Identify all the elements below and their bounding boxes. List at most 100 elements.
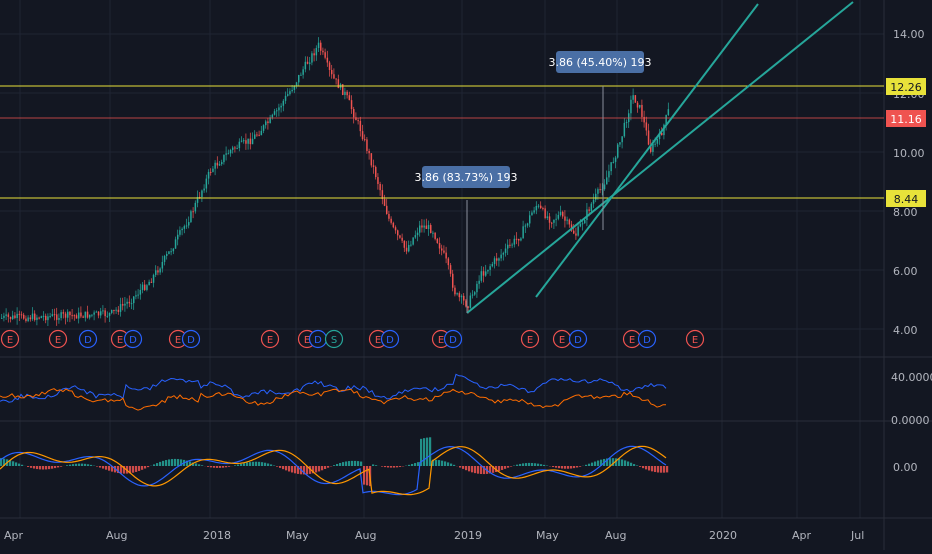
candle-body bbox=[278, 107, 280, 110]
histogram-bar bbox=[15, 462, 17, 466]
candle-body bbox=[390, 219, 392, 223]
event-marker-d[interactable]: D bbox=[125, 331, 142, 348]
candle-body bbox=[228, 153, 230, 154]
level-tag-11-16[interactable]: 11.16 bbox=[886, 110, 926, 127]
candle-body bbox=[474, 292, 476, 294]
histogram-bar bbox=[645, 466, 647, 469]
histogram-bar bbox=[534, 463, 536, 466]
event-marker-e[interactable]: E bbox=[50, 331, 67, 348]
event-marker-d[interactable]: D bbox=[80, 331, 97, 348]
level-tag-8-44[interactable]: 8.44 bbox=[886, 190, 926, 207]
candle-body bbox=[173, 249, 175, 252]
candle-body bbox=[324, 52, 326, 57]
histogram-bar bbox=[288, 466, 290, 471]
time-tick: May bbox=[286, 529, 309, 542]
histogram-bar bbox=[240, 464, 242, 466]
candle-body bbox=[494, 258, 496, 264]
candle-body bbox=[443, 251, 445, 253]
event-marker-d[interactable]: D bbox=[310, 331, 327, 348]
event-marker-d[interactable]: D bbox=[183, 331, 200, 348]
time-tick: Jul bbox=[850, 529, 864, 542]
candle-body bbox=[184, 226, 186, 229]
event-marker-e[interactable]: E bbox=[687, 331, 704, 348]
candle-body bbox=[113, 310, 115, 311]
candle-body bbox=[606, 177, 608, 184]
histogram-bar bbox=[435, 460, 437, 466]
candle-body bbox=[401, 238, 403, 241]
candle-body bbox=[120, 304, 122, 312]
candle-body bbox=[639, 105, 641, 108]
event-marker-text: D bbox=[84, 335, 92, 346]
histogram-bar bbox=[18, 464, 20, 466]
candle-body bbox=[553, 220, 555, 223]
indicator1-tick: 0.0000 bbox=[891, 414, 930, 427]
candle-body bbox=[388, 214, 390, 219]
candle-body bbox=[239, 142, 241, 148]
time-tick: 2018 bbox=[203, 529, 231, 542]
candle-body bbox=[573, 231, 575, 234]
candle-body bbox=[30, 317, 32, 319]
candle-body bbox=[593, 200, 595, 204]
event-marker-s[interactable]: S bbox=[326, 331, 343, 348]
histogram-bar bbox=[315, 466, 317, 472]
candle-body bbox=[529, 215, 531, 223]
histogram-bar bbox=[642, 466, 644, 468]
candle-body bbox=[63, 312, 65, 313]
candle-body bbox=[450, 265, 452, 274]
candle-body bbox=[533, 210, 535, 212]
time-tick: 2020 bbox=[709, 529, 737, 542]
histogram-bar bbox=[594, 462, 596, 466]
candle-body bbox=[245, 140, 247, 144]
candle-body bbox=[454, 288, 456, 295]
event-marker-text: D bbox=[386, 335, 394, 346]
candle-body bbox=[516, 239, 518, 240]
event-marker-e[interactable]: E bbox=[522, 331, 539, 348]
price-tick: 14.00 bbox=[893, 28, 925, 41]
event-marker-d[interactable]: D bbox=[570, 331, 587, 348]
histogram-bar bbox=[276, 466, 278, 467]
event-marker-d[interactable]: D bbox=[445, 331, 462, 348]
candle-body bbox=[285, 96, 287, 101]
event-marker-text: D bbox=[129, 335, 137, 346]
level-tag-12-26[interactable]: 12.26 bbox=[886, 78, 926, 95]
measurement-label-2[interactable]: 3.86 (45.40%) 193 bbox=[548, 51, 651, 73]
histogram-bar bbox=[459, 466, 461, 468]
event-marker-e[interactable]: E bbox=[262, 331, 279, 348]
candle-body bbox=[181, 229, 183, 230]
candle-body bbox=[56, 314, 58, 320]
candle-body bbox=[441, 248, 443, 250]
candle-body bbox=[47, 316, 49, 320]
histogram-bar bbox=[318, 466, 320, 471]
level-tag-text: 11.16 bbox=[890, 113, 922, 126]
histogram-bar bbox=[552, 466, 554, 467]
event-marker-d[interactable]: D bbox=[639, 331, 656, 348]
histogram-bar bbox=[219, 466, 221, 468]
histogram-bar bbox=[384, 466, 386, 467]
histogram-bar bbox=[66, 465, 68, 466]
candle-body bbox=[263, 125, 265, 131]
histogram-bar bbox=[474, 466, 476, 473]
candle-body bbox=[223, 155, 225, 162]
candle-body bbox=[371, 153, 373, 165]
histogram-bar bbox=[525, 463, 527, 466]
candle-body bbox=[34, 314, 36, 320]
candle-body bbox=[115, 310, 117, 311]
event-marker-e[interactable]: E bbox=[554, 331, 571, 348]
measurement-label-1[interactable]: 3.86 (83.73%) 193 bbox=[414, 166, 517, 188]
histogram-bar bbox=[138, 466, 140, 471]
candle-body bbox=[467, 306, 469, 307]
candle-body bbox=[250, 139, 252, 145]
candle-body bbox=[632, 95, 634, 100]
candle-body bbox=[258, 135, 260, 136]
event-marker-d[interactable]: D bbox=[382, 331, 399, 348]
histogram-bar bbox=[657, 466, 659, 472]
candle-body bbox=[432, 233, 434, 234]
candle-body bbox=[619, 142, 621, 144]
candle-body bbox=[3, 316, 4, 318]
candle-body bbox=[225, 153, 227, 154]
histogram-bar bbox=[102, 466, 104, 469]
candle-body bbox=[511, 245, 513, 246]
event-marker-e[interactable]: E bbox=[2, 331, 19, 348]
